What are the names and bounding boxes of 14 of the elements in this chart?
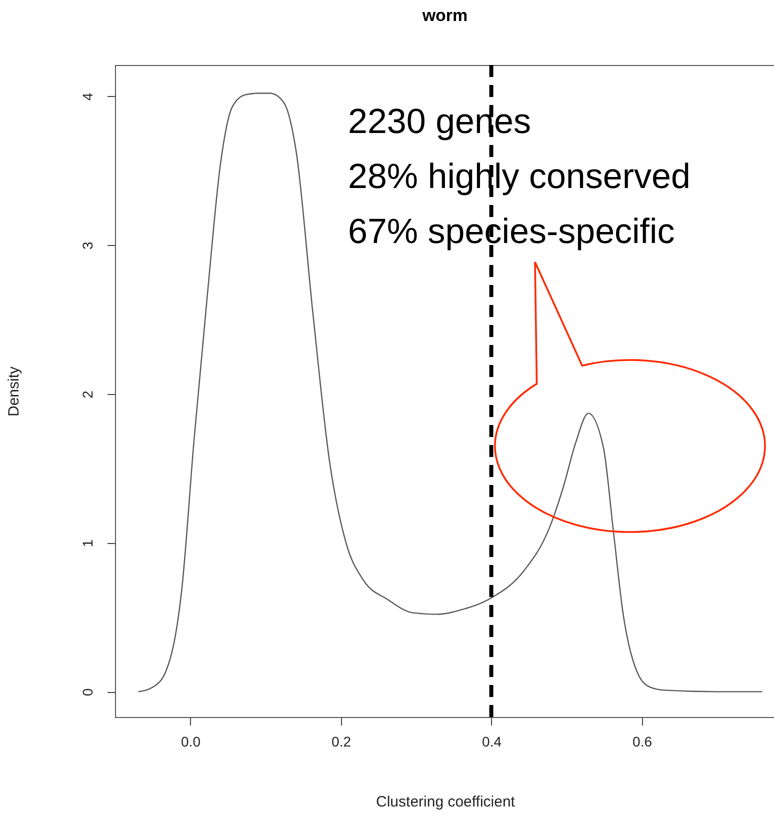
y-axis-title: Density xyxy=(6,366,22,417)
x-tick-label: 0.6 xyxy=(632,734,652,750)
annotation: 2230 genes 28% highly conserved 67% species-specific xyxy=(348,102,690,251)
x-tick-label: 0.0 xyxy=(181,734,201,750)
y-tick-label: 4 xyxy=(80,92,96,101)
y-tick-label: 0 xyxy=(80,688,96,696)
x-axis-title: Clustering coefficient xyxy=(376,794,516,810)
y-tick-label: 3 xyxy=(80,242,96,250)
x-tick-label: 0.2 xyxy=(332,734,352,750)
chart-title: worm xyxy=(421,6,468,25)
x-tick-label: 0.4 xyxy=(482,734,502,750)
y-tick-label: 2 xyxy=(80,390,96,398)
line-series xyxy=(138,92,763,692)
y-tick-label: 1 xyxy=(80,539,96,548)
